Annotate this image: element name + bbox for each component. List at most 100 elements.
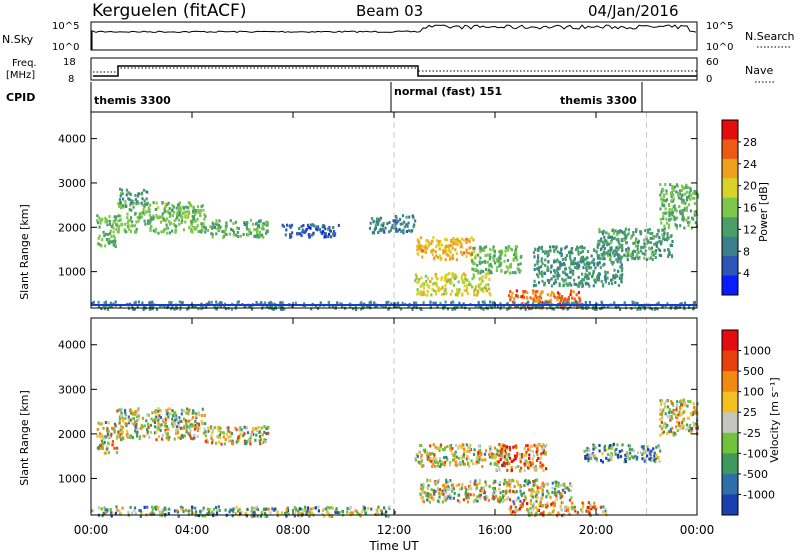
data-cell (686, 196, 689, 199)
data-cell (110, 514, 113, 518)
data-cell (480, 269, 483, 273)
data-cell (609, 278, 613, 282)
data-cell (558, 292, 561, 296)
data-cell (160, 214, 163, 218)
data-cell (415, 453, 418, 456)
data-cell (185, 214, 189, 218)
data-cell (200, 413, 203, 417)
data-cell (247, 439, 250, 443)
data-cell (527, 466, 530, 470)
data-cell (445, 491, 448, 495)
data-cell (119, 204, 122, 207)
data-cell (516, 509, 519, 512)
data-cell (665, 192, 668, 195)
data-cell (441, 460, 444, 464)
data-cell (687, 216, 690, 220)
data-cell (565, 254, 568, 257)
data-cell (521, 305, 524, 309)
data-cell (246, 508, 249, 512)
data-cell (541, 488, 544, 492)
data-cell (244, 304, 247, 308)
data-cell (654, 241, 658, 245)
data-cell (624, 227, 627, 231)
data-cell (465, 237, 468, 241)
data-cell (424, 249, 427, 253)
data-cell (693, 213, 696, 217)
data-cell (374, 305, 377, 309)
data-cell (474, 498, 477, 502)
data-cell (628, 447, 631, 451)
data-cell (465, 254, 468, 258)
data-cell (489, 262, 492, 266)
data-cell (250, 305, 253, 309)
data-cell (108, 304, 111, 308)
data-cell (174, 411, 177, 415)
data-cell (218, 228, 221, 232)
data-cell (401, 301, 404, 305)
data-cell (182, 228, 186, 232)
data-cell (99, 434, 102, 438)
data-cell (457, 239, 460, 243)
data-cell (416, 288, 419, 292)
data-cell (318, 228, 322, 231)
data-cell (432, 496, 435, 500)
data-cell (492, 496, 495, 500)
data-cell (469, 283, 472, 287)
data-cell (165, 223, 168, 227)
data-cell (113, 429, 116, 433)
data-cell (640, 445, 643, 449)
data-cell (654, 256, 657, 259)
data-cell (370, 217, 374, 220)
colorbar-tick-label: -100 (743, 447, 768, 460)
data-cell (483, 300, 486, 304)
data-cell (121, 425, 124, 429)
data-cell (668, 217, 671, 221)
data-cell (399, 307, 403, 311)
data-cell (663, 402, 666, 406)
data-cell (116, 508, 119, 512)
data-cell (576, 511, 579, 515)
data-cell (615, 233, 619, 237)
data-cell (530, 487, 534, 491)
data-cell (184, 210, 187, 214)
data-cell (261, 226, 264, 230)
data-cell (126, 212, 129, 216)
data-cell (521, 502, 524, 506)
data-cell (195, 510, 198, 514)
data-cell (435, 460, 438, 464)
nsky-panel (90, 21, 698, 51)
data-cell (515, 446, 518, 450)
data-cell (571, 296, 574, 300)
data-cell (437, 255, 440, 259)
data-cell (695, 426, 698, 430)
data-cell (395, 220, 399, 224)
data-cell (252, 511, 255, 515)
data-cell (450, 449, 453, 452)
data-cell (512, 490, 515, 493)
data-cell (316, 228, 319, 232)
data-cell (223, 304, 226, 308)
data-cell (581, 250, 584, 253)
data-cell (499, 447, 502, 451)
data-cell (189, 204, 193, 208)
data-cell (432, 488, 435, 492)
data-cell (421, 495, 424, 499)
data-cell (165, 424, 168, 428)
data-cell (606, 276, 609, 280)
data-cell (532, 302, 535, 306)
data-cell (505, 452, 508, 456)
data-cell (112, 234, 115, 238)
data-cell (461, 454, 464, 458)
data-cell (532, 466, 536, 470)
data-cell (677, 193, 680, 197)
data-cell (354, 509, 357, 513)
data-cell (510, 459, 513, 463)
data-cell (478, 247, 481, 251)
data-cell (687, 416, 690, 420)
data-cell (159, 220, 163, 224)
data-cell (449, 444, 452, 448)
data-cell (119, 408, 122, 412)
data-cell (201, 509, 204, 513)
data-cell (180, 215, 183, 219)
data-cell (504, 246, 507, 250)
